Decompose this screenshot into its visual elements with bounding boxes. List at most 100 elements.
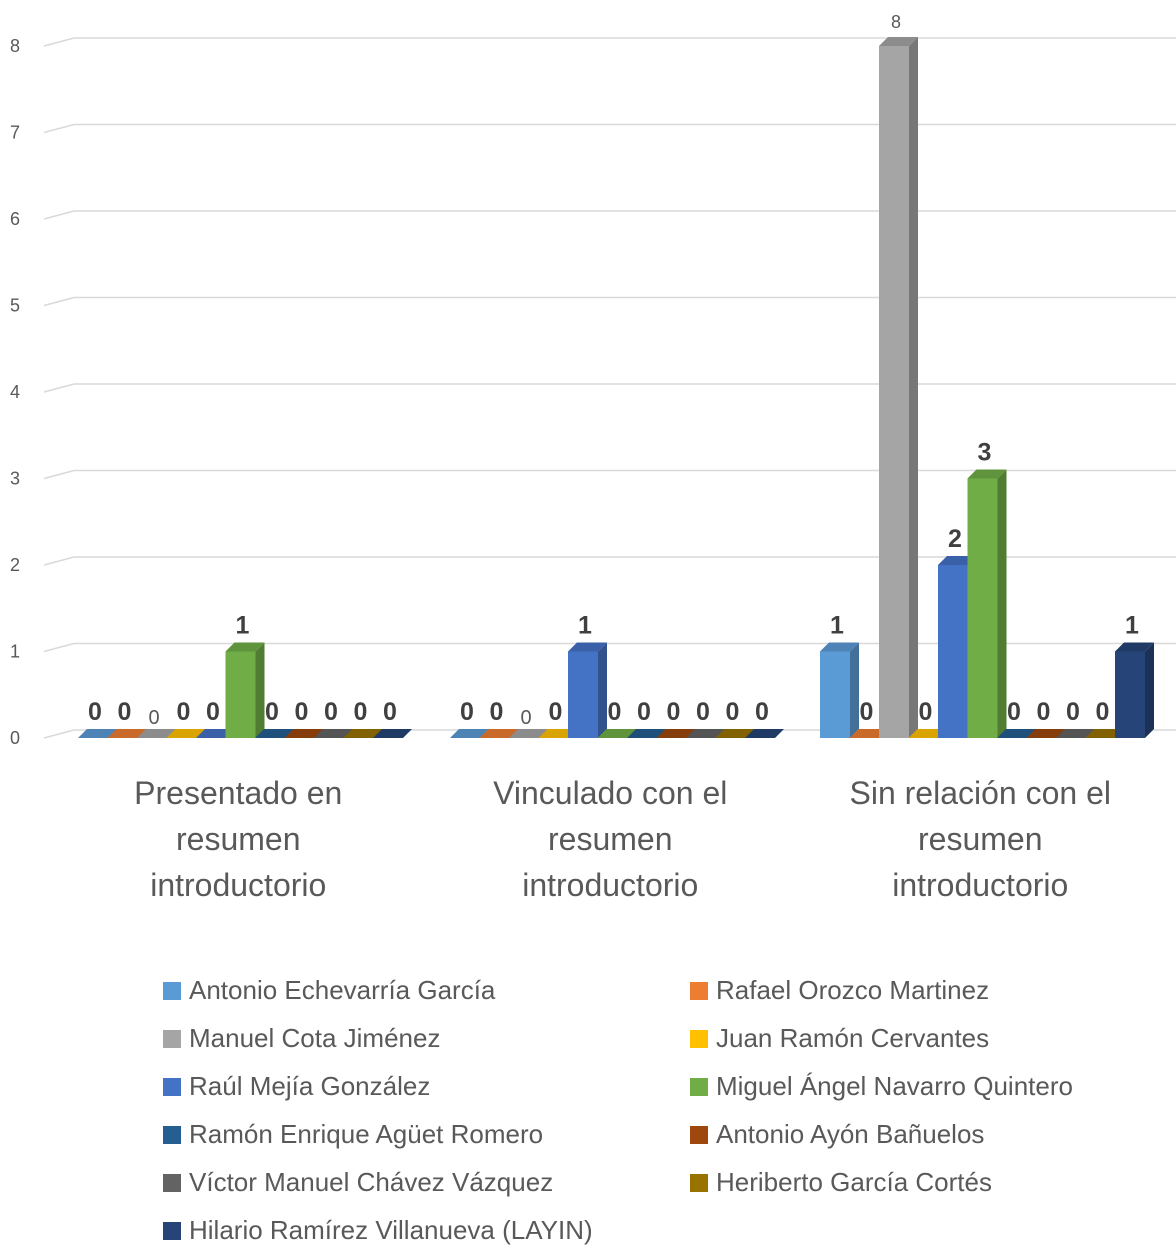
bar-top	[908, 729, 948, 738]
legend-item: Rafael Orozco Martinez	[690, 975, 989, 1006]
bar-top	[225, 642, 265, 652]
x-tick-label: resumen	[918, 821, 1043, 857]
bar-top	[820, 642, 859, 652]
bar-top	[967, 469, 1007, 479]
bar-top	[479, 729, 519, 738]
data-label: 0	[354, 698, 368, 726]
y-tick-label: 6	[10, 209, 20, 229]
data-label: 0	[1007, 698, 1021, 726]
bar-top	[137, 729, 176, 738]
legend-label: Miguel Ángel Navarro Quintero	[716, 1071, 1073, 1101]
legend-swatch	[163, 1077, 181, 1096]
legend-label: Manuel Cota Jiménez	[189, 1023, 441, 1053]
x-tick-label: resumen	[176, 821, 301, 857]
data-label: 0	[1037, 698, 1051, 726]
legend-label: Ramón Enrique Agüet Romero	[189, 1119, 544, 1149]
data-label: 0	[1066, 698, 1080, 726]
legend-label: Raúl Mejía González	[189, 1071, 431, 1101]
legend-item: Juan Ramón Cervantes	[690, 1023, 989, 1054]
bar-top	[997, 729, 1036, 738]
bar-top	[938, 556, 977, 565]
bar	[938, 565, 968, 738]
x-tick-label: Presentado en	[134, 775, 342, 811]
data-label: 0	[520, 707, 531, 729]
legend-label: Víctor Manuel Chávez Vázquez	[189, 1167, 554, 1197]
bar-top	[343, 729, 383, 738]
data-label: 1	[578, 612, 592, 640]
data-label: 1	[236, 612, 250, 640]
legend-swatch	[163, 1125, 181, 1144]
data-label: 0	[696, 698, 710, 726]
legend-item: Antonio Ayón Bañuelos	[690, 1119, 984, 1150]
legend-swatch	[163, 1221, 181, 1240]
y-tick-label: 0	[10, 728, 20, 748]
data-label: 0	[549, 698, 563, 726]
data-label: 8	[891, 12, 901, 32]
bar	[568, 651, 598, 738]
gridline-stub	[43, 210, 75, 220]
legend-swatch	[690, 1029, 708, 1048]
bar-top	[255, 729, 294, 738]
gridline-stub	[43, 123, 75, 134]
bar	[1115, 651, 1145, 738]
bar-side	[255, 642, 265, 738]
legend-swatch	[163, 1029, 181, 1048]
legend-swatch	[690, 1125, 708, 1144]
legend-item: Hilario Ramírez Villanueva (LAYIN)	[163, 1215, 593, 1246]
data-label: 0	[860, 698, 874, 726]
legend-label: Antonio Ayón Bañuelos	[716, 1119, 985, 1149]
data-label: 1	[1125, 612, 1139, 640]
legend-item: Ramón Enrique Agüet Romero	[163, 1119, 543, 1150]
y-tick-label: 1	[10, 642, 20, 662]
data-label: 0	[324, 698, 338, 726]
legend-item: Heriberto García Cortés	[690, 1167, 992, 1198]
bar-top	[509, 729, 548, 738]
bar-top	[627, 729, 666, 738]
bar-top	[1056, 729, 1095, 738]
bar-top	[196, 729, 235, 738]
data-label: 0	[637, 698, 651, 726]
bar-top	[745, 729, 784, 738]
y-tick-label: 8	[10, 36, 20, 56]
bar	[879, 46, 909, 738]
data-label: 0	[265, 698, 279, 726]
legend-swatch	[690, 981, 708, 1000]
legend-item: Miguel Ángel Navarro Quintero	[690, 1071, 1073, 1102]
legend-swatch	[163, 981, 181, 1000]
data-label: 0	[755, 698, 769, 726]
data-label: 0	[177, 698, 191, 726]
gridline-stub	[43, 729, 75, 739]
legend-swatch	[690, 1173, 708, 1192]
bar-top	[166, 729, 206, 738]
legend-item: Manuel Cota Jiménez	[163, 1023, 440, 1054]
gridline-stub	[43, 37, 75, 47]
bar-top	[373, 729, 412, 738]
legend-label: Rafael Orozco Martinez	[716, 975, 990, 1005]
y-tick-label: 5	[10, 296, 20, 316]
data-label: 0	[1096, 698, 1110, 726]
bar	[225, 651, 256, 738]
legend-label: Juan Ramón Cervantes	[716, 1023, 990, 1053]
data-label: 0	[148, 707, 159, 729]
legend-swatch	[690, 1077, 708, 1096]
bar-top	[1085, 729, 1125, 738]
legend-label: Heriberto García Cortés	[716, 1167, 992, 1197]
bar-top	[314, 729, 353, 738]
data-label: 0	[206, 698, 220, 726]
gridline-stub	[43, 556, 75, 566]
bar-side	[598, 642, 607, 738]
bar-top	[538, 729, 578, 738]
bar-top	[78, 729, 117, 738]
bar-top	[1026, 729, 1066, 738]
bar-top	[1115, 642, 1154, 652]
data-label: 3	[978, 439, 992, 467]
bar-top	[715, 729, 755, 738]
data-label: 2	[948, 525, 962, 553]
bar-side	[997, 469, 1007, 738]
bar-side	[850, 642, 859, 738]
bar-top	[686, 729, 725, 738]
bar-top	[849, 729, 889, 738]
data-label: 0	[118, 698, 132, 726]
data-label: 1	[830, 612, 844, 640]
